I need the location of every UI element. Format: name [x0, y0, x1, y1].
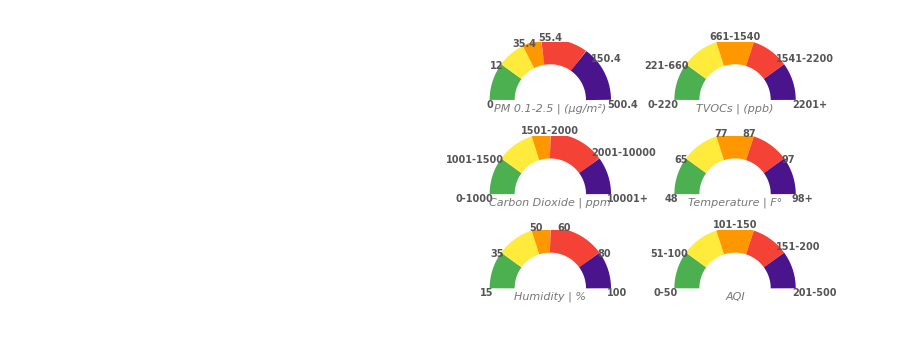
- Text: 80: 80: [597, 249, 611, 259]
- Text: 661-1540: 661-1540: [710, 32, 761, 42]
- Text: 12: 12: [490, 61, 503, 71]
- Text: 48: 48: [664, 194, 678, 204]
- Text: 1541-2200: 1541-2200: [776, 54, 834, 64]
- Text: 101-150: 101-150: [713, 220, 757, 231]
- Text: 87: 87: [743, 129, 756, 139]
- Text: AQI: AQI: [725, 292, 745, 302]
- Text: 1501-2000: 1501-2000: [521, 126, 580, 136]
- Text: 55.4: 55.4: [539, 33, 562, 43]
- Text: 51-100: 51-100: [651, 249, 688, 259]
- Text: 2001-10000: 2001-10000: [592, 148, 656, 158]
- Text: Humidity | %: Humidity | %: [514, 292, 586, 302]
- Text: 1001-1500: 1001-1500: [446, 155, 503, 165]
- Text: 150.4: 150.4: [592, 54, 622, 64]
- Text: Temperature | F°: Temperature | F°: [688, 198, 783, 208]
- Text: 500.4: 500.4: [607, 100, 638, 110]
- Text: 60: 60: [558, 223, 571, 233]
- Text: 15: 15: [480, 288, 493, 298]
- Text: 35.4: 35.4: [512, 39, 537, 49]
- Text: 0-50: 0-50: [654, 288, 678, 298]
- Text: 35: 35: [490, 249, 503, 259]
- Text: 201-500: 201-500: [792, 288, 836, 298]
- Text: 151-200: 151-200: [776, 243, 821, 252]
- Text: PM 0.1-2.5 | (μg/m²): PM 0.1-2.5 | (μg/m²): [494, 103, 606, 114]
- Text: Carbon Dioxide | ppm: Carbon Dioxide | ppm: [490, 198, 612, 208]
- Text: 77: 77: [714, 129, 728, 139]
- Text: 10001+: 10001+: [607, 194, 649, 204]
- Text: 50: 50: [530, 223, 543, 233]
- Text: TVOCs | (ppb): TVOCs | (ppb): [696, 103, 774, 114]
- Text: 2201+: 2201+: [792, 100, 827, 110]
- Text: 65: 65: [675, 155, 688, 165]
- Text: 0-1000: 0-1000: [456, 194, 493, 204]
- Text: 100: 100: [607, 288, 627, 298]
- Text: 98+: 98+: [792, 194, 814, 204]
- Text: 221-660: 221-660: [643, 61, 688, 71]
- Text: 0-220: 0-220: [647, 100, 678, 110]
- Text: 97: 97: [782, 155, 795, 165]
- Text: 0: 0: [487, 100, 493, 110]
